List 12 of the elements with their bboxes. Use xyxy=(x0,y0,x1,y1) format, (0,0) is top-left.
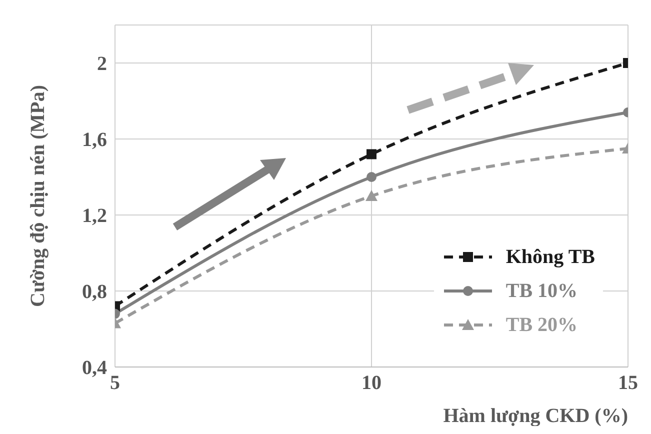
legend-label: TB 10% xyxy=(506,280,578,302)
x-tick-label: 5 xyxy=(110,372,120,394)
x-tick-label: 10 xyxy=(362,372,382,394)
y-tick-label: 0,8 xyxy=(82,281,107,304)
y-tick-label: 2 xyxy=(97,53,107,76)
x-tick-label: 15 xyxy=(618,372,638,394)
y-tick-label: 1,2 xyxy=(82,205,107,228)
legend-label: Không TB xyxy=(506,246,595,268)
y-tick-label: 1,6 xyxy=(82,129,107,152)
y-tick-label: 0,4 xyxy=(82,357,107,380)
y-axis-title: Cường độ chịu nén (MPa) xyxy=(27,85,50,307)
legend-label: TB 20% xyxy=(506,314,578,336)
